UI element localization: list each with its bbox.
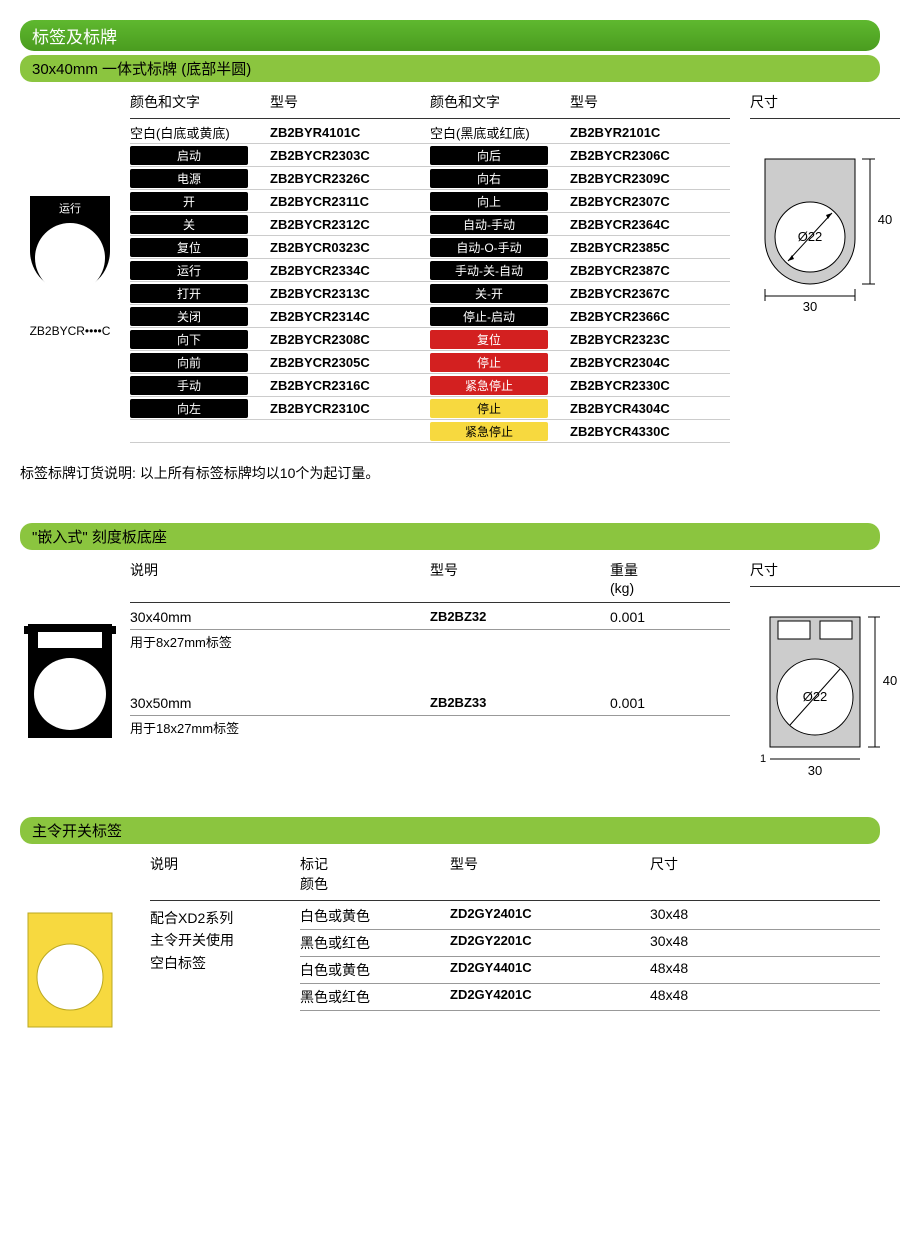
desc-col: 配合XD2系列 主令开关使用 空白标签: [150, 903, 300, 1011]
product-image-col: 运行 ZB2BYCR••••C: [20, 88, 120, 443]
hdr: 说明: [130, 560, 430, 596]
table-row: 黑色或红色ZD2GY4201C48x48: [300, 984, 880, 1011]
table-row: 电源ZB2BYCR2326C向右ZB2BYCR2309C: [130, 167, 730, 190]
section-title: 标签及标牌: [20, 20, 880, 51]
dimension-diagram: 尺寸 Ø22 40 30: [740, 88, 900, 443]
hdr-col5: 尺寸: [750, 92, 778, 112]
table-row: 30x50mmZB2BZ330.001用于18x27mm标签: [130, 691, 730, 737]
table-row: 启动ZB2BYCR2303C向后ZB2BYCR2306C: [130, 144, 730, 167]
product-icon: 运行: [20, 188, 120, 318]
table-row: 白色或黄色ZD2GY4401C48x48: [300, 957, 880, 984]
table-row: 紧急停止ZB2BYCR4330C: [130, 420, 730, 443]
svg-text:运行: 运行: [59, 202, 81, 215]
hdr: 型号: [450, 854, 650, 894]
cell: ZB2BYR2101C: [570, 125, 730, 140]
svg-text:30: 30: [803, 299, 817, 314]
hdr-col4: 型号: [570, 92, 730, 112]
hdr: 标记颜色: [300, 854, 450, 894]
hdr: 型号: [430, 560, 610, 596]
table-row: 向下ZB2BYCR2308C复位ZB2BYCR2323C: [130, 328, 730, 351]
cell: ZB2BYR4101C: [270, 125, 430, 140]
product-image: [20, 556, 120, 787]
table-row: 向前ZB2BYCR2305C停止ZB2BYCR2304C: [130, 351, 730, 374]
order-note: 标签标牌订货说明: 以上所有标签标牌均以10个为起订量。: [20, 463, 880, 483]
product-code: ZB2BYCR••••C: [20, 324, 120, 338]
cell: 空白(白底或黄底): [130, 123, 270, 142]
cell: 空白(黑底或红底): [430, 123, 570, 142]
table-row: 开ZB2BYCR2311C向上ZB2BYCR2307C: [130, 190, 730, 213]
section3-title: 主令开关标签: [20, 817, 880, 844]
hdr: 重量(kg): [610, 560, 730, 596]
hdr-col2: 型号: [270, 92, 430, 112]
hdr: 说明: [150, 854, 300, 894]
section2-title: "嵌入式" 刻度板底座: [20, 523, 880, 550]
table-row: 关闭ZB2BYCR2314C停止-启动ZB2BYCR2366C: [130, 305, 730, 328]
svg-text:40: 40: [883, 673, 897, 688]
hdr: 尺寸: [650, 854, 750, 894]
table-row: 30x40mmZB2BZ320.001用于8x27mm标签: [130, 605, 730, 651]
table-row: 打开ZB2BYCR2313C关-开ZB2BYCR2367C: [130, 282, 730, 305]
table-row: 黑色或红色ZD2GY2201C30x48: [300, 930, 880, 957]
table-row: 向左ZB2BYCR2310C停止ZB2BYCR4304C: [130, 397, 730, 420]
table-row: 复位ZB2BYCR0323C自动-O-手动ZB2BYCR2385C: [130, 236, 730, 259]
product-image: [20, 850, 140, 1035]
svg-text:40: 40: [878, 212, 892, 227]
table-row: 关ZB2BYCR2312C自动-手动ZB2BYCR2364C: [130, 213, 730, 236]
table-row: 手动ZB2BYCR2316C紧急停止ZB2BYCR2330C: [130, 374, 730, 397]
hdr: 尺寸: [750, 560, 778, 580]
svg-text:30: 30: [808, 763, 822, 778]
hdr-col3: 颜色和文字: [430, 92, 570, 112]
svg-text:1: 1: [760, 753, 766, 765]
hdr-col1: 颜色和文字: [130, 92, 270, 112]
section-subtitle: 30x40mm 一体式标牌 (底部半圆): [20, 55, 880, 82]
main-table: 颜色和文字 型号 颜色和文字 型号 空白(白底或黄底) ZB2BYR4101C …: [130, 88, 730, 443]
table-row: 白色或黄色ZD2GY2401C30x48: [300, 903, 880, 930]
dimension-diagram: 尺寸 Ø22 40 30 1: [740, 556, 900, 787]
table-row: 运行ZB2BYCR2334C手动-关-自动ZB2BYCR2387C: [130, 259, 730, 282]
